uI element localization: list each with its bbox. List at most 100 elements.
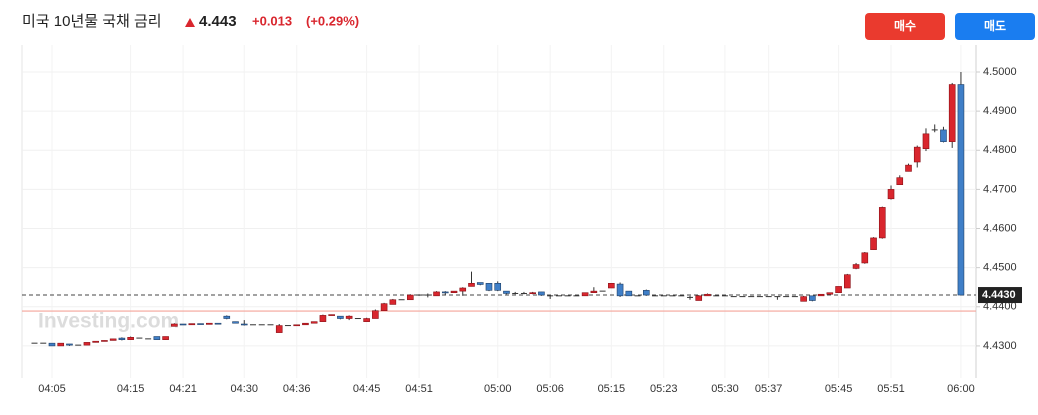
x-tick-label: 04:21 [169,383,197,395]
candle-body [948,84,956,142]
y-tick-label: 4.5000 [983,66,1017,78]
last-price-box [978,287,1022,304]
candle-body [809,295,816,301]
x-tick-label: 05:37 [755,383,783,395]
buy-button[interactable]: 매수 [865,13,945,40]
up-arrow [185,18,195,27]
candle-body [835,286,842,293]
candle-body [905,164,912,172]
buy-button-bg [865,13,945,40]
x-tick-label: 04:05 [38,383,66,395]
y-tick-label: 4.4300 [983,340,1017,352]
candle-body [92,340,99,343]
change-percent: (+0.29%) [306,13,359,28]
candle-body [83,342,91,346]
candle-body [275,325,283,333]
candle-body [179,323,187,326]
candle-body [468,283,475,287]
x-tick-label: 04:45 [353,383,381,395]
candle-body [337,315,344,319]
candle-body [433,291,440,297]
candle-body [127,337,134,340]
candle-body [642,290,650,296]
candle-body [109,338,117,341]
candle-body [118,337,126,340]
candle-body [878,207,886,239]
candle-body [363,318,370,322]
candle-body [590,290,598,293]
candle-body [852,264,860,269]
x-tick-label: 04:30 [230,383,258,395]
candle-body [503,290,510,294]
candle-body [887,189,895,200]
candle-body [214,322,222,325]
candle-body [66,343,73,346]
y-tick-label: 4.4700 [983,183,1017,195]
candle-body [302,322,309,326]
candle-body [162,336,169,340]
candle-body [800,296,807,302]
candle-body [494,283,502,291]
candle-body [153,336,161,340]
price: 4.443 [199,13,237,30]
candle-body [695,295,703,301]
candle-body [101,340,108,342]
candle-body [441,291,449,294]
candle-body [625,290,633,297]
candle-body [197,323,204,325]
x-tick-label: 04:36 [283,383,311,395]
candle-body [704,293,711,297]
x-tick-label: 04:15 [117,383,145,395]
candle-body [380,303,388,311]
candle-body [240,323,248,326]
instrument-title: 미국 10년물 국채 금리 [22,13,162,30]
x-tick-label: 05:06 [536,383,564,395]
candle-body [817,293,825,297]
candle-body [896,177,904,185]
candle-body [459,287,467,292]
candle-body [328,314,335,316]
x-tick-label: 05:45 [825,383,853,395]
candle-body [608,283,615,289]
x-tick-label: 05:51 [877,383,905,395]
candle-body [581,292,589,297]
x-tick-label: 05:00 [484,383,512,395]
x-tick-label: 05:30 [711,383,739,395]
candle-body [870,237,877,250]
candle-body [922,133,930,149]
candle-body [345,315,353,319]
x-tick-label: 05:23 [650,383,678,395]
change: +0.013 [252,13,292,28]
candle-body [407,294,414,301]
y-tick-label: 4.4600 [983,222,1017,234]
candle-body [57,342,65,347]
candle-body [940,129,947,142]
x-tick-label: 06:00 [947,383,975,395]
candle-body [389,299,397,305]
candle-body [957,84,965,296]
candle-body [206,322,213,325]
candle-body [826,292,834,295]
candle-body [476,282,484,285]
sell-label[interactable]: 매도 [984,18,1006,33]
candle-body [171,323,178,327]
candle-body [913,146,921,163]
sell-button-bg [955,13,1035,40]
candle-body [310,321,318,324]
buy-label[interactable]: 매수 [894,18,916,33]
candle-body [48,342,56,347]
x-tick-label: 04:51 [405,383,433,395]
candle-body [616,283,624,297]
candle-body [861,252,869,264]
candle-body [232,321,239,324]
candle-body [319,315,327,322]
candle-body [293,324,301,327]
y-tick-label: 4.4800 [983,144,1017,156]
y-tick-label: 4.4500 [983,262,1017,274]
candle-body [188,323,196,326]
x-tick-label: 05:15 [598,383,626,395]
sell-button[interactable]: 매도 [955,13,1035,40]
candle-body [372,310,379,319]
